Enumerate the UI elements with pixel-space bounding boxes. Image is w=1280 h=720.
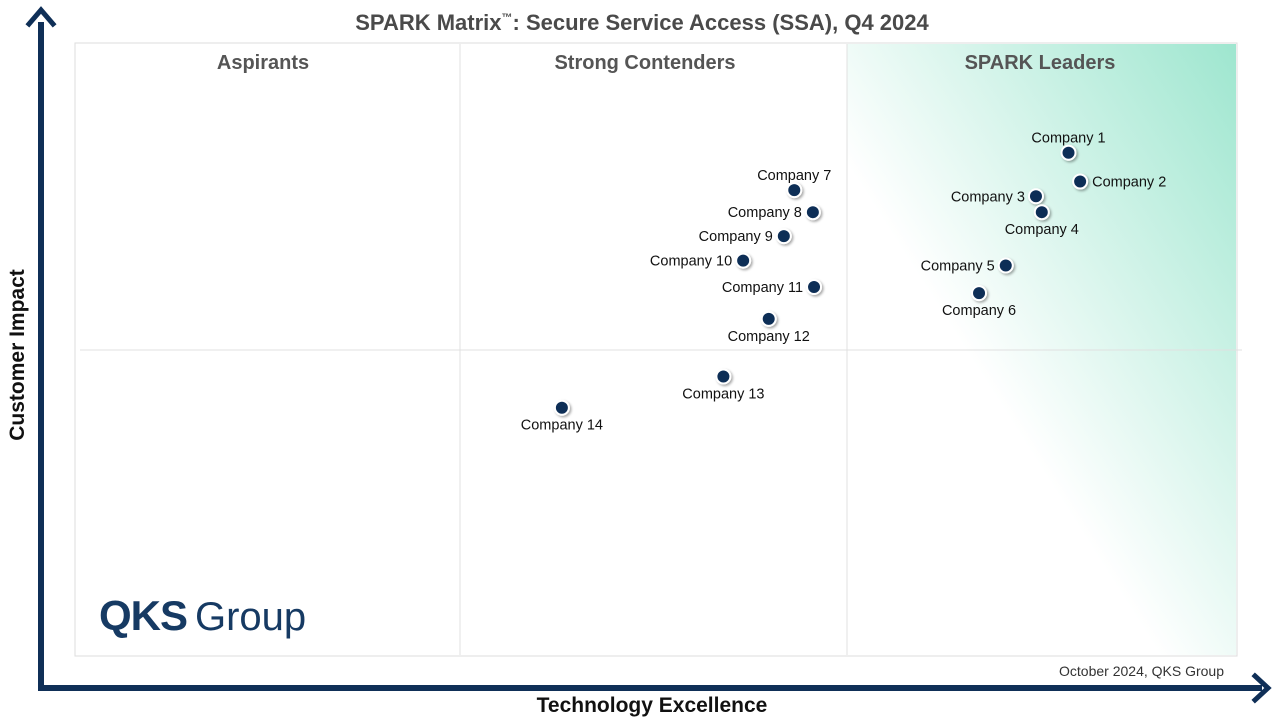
point-label: Company 7	[757, 168, 831, 184]
point-label: Company 14	[521, 418, 603, 434]
data-point: Company 9	[699, 228, 792, 245]
data-point: Company 4	[1005, 204, 1079, 238]
quadrant-label-spark-leaders: SPARK Leaders	[965, 52, 1116, 74]
logo-qks-text: QKS	[99, 592, 187, 639]
point-marker	[1033, 204, 1050, 221]
point-marker	[997, 257, 1014, 274]
logo-group-text: Group	[195, 595, 306, 639]
point-label: Company 1	[1031, 131, 1105, 147]
data-point: Company 8	[728, 204, 821, 221]
data-point: Company 11	[722, 278, 823, 296]
point-label: Company 12	[728, 329, 810, 345]
data-point: Company 7	[757, 168, 831, 199]
point-marker	[1027, 188, 1044, 205]
point-marker	[971, 285, 988, 302]
point-marker	[1072, 173, 1089, 190]
point-marker	[553, 399, 570, 416]
point-label: Company 5	[921, 259, 995, 275]
data-point: Company 2	[1072, 173, 1166, 191]
point-marker	[760, 310, 777, 327]
point-label: Company 2	[1092, 175, 1166, 191]
point-marker	[1060, 144, 1077, 161]
point-marker	[735, 252, 752, 269]
point-label: Company 8	[728, 205, 802, 221]
point-marker	[804, 204, 821, 221]
data-point: Company 12	[728, 310, 810, 345]
data-point: Company 14	[521, 399, 603, 434]
quadrant-label-aspirants: Aspirants	[217, 52, 309, 74]
data-point: Company 3	[951, 188, 1044, 205]
point-label: Company 13	[682, 386, 764, 402]
data-point: Company 13	[682, 368, 765, 402]
x-axis-label: Technology Excellence	[537, 694, 768, 717]
point-marker	[775, 228, 792, 245]
point-label: Company 9	[699, 229, 773, 245]
y-axis-arrow	[25, 6, 57, 690]
source-note: October 2024, QKS Group	[1059, 663, 1224, 679]
data-point: Company 10	[650, 252, 752, 270]
point-marker	[806, 278, 823, 295]
point-label: Company 4	[1005, 222, 1079, 238]
qks-group-logo: QKS Group	[99, 592, 306, 639]
point-marker	[786, 182, 803, 199]
quadrant-label-strong-contenders: Strong Contenders	[554, 52, 735, 74]
point-marker	[715, 368, 732, 385]
data-point: Company 6	[942, 285, 1016, 319]
x-axis-arrow	[38, 672, 1272, 704]
data-point: Company 1	[1031, 131, 1106, 161]
point-label: Company 3	[951, 189, 1025, 205]
data-point: Company 5	[921, 257, 1014, 275]
point-label: Company 10	[650, 254, 732, 270]
point-label: Company 6	[942, 303, 1016, 319]
point-label: Company 11	[722, 280, 803, 296]
data-points-layer: Company 1 Company 2 Company 3 Company 4 Comp…	[521, 131, 1167, 434]
y-axis-label: Customer Impact	[6, 269, 29, 441]
chart-title: SPARK Matrix™: Secure Service Access (SS…	[355, 10, 929, 35]
